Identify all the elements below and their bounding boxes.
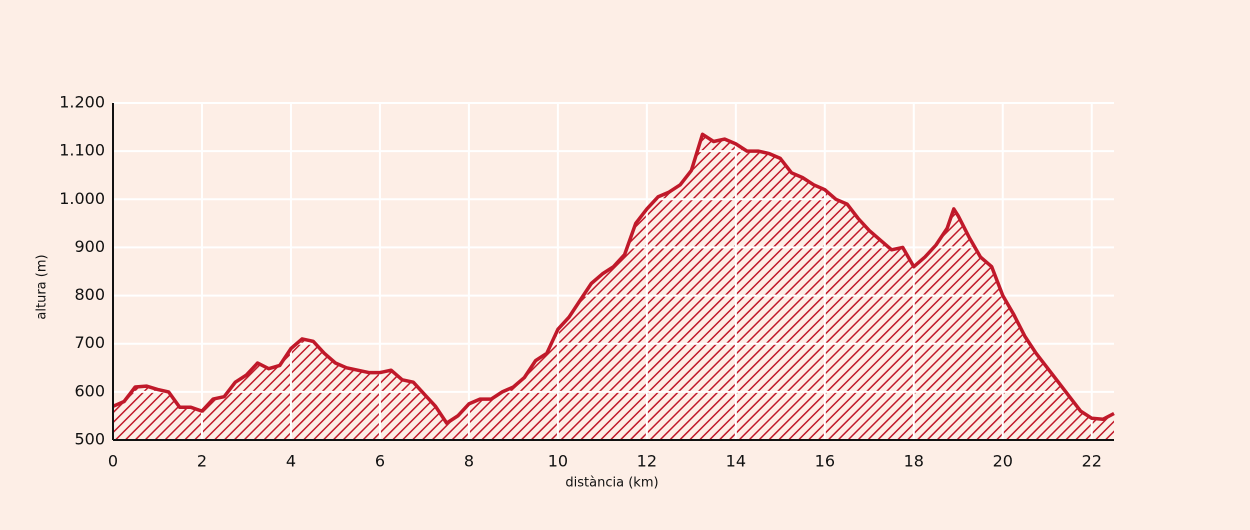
x-tick-label: 18: [904, 452, 924, 471]
x-tick-label: 16: [815, 452, 835, 471]
x-tick-label: 10: [548, 452, 568, 471]
y-tick-label: 700: [74, 333, 105, 352]
y-tick-label: 1.100: [59, 141, 105, 160]
y-tick-label: 1.200: [59, 93, 105, 112]
x-tick-label: 6: [375, 452, 385, 471]
y-tick-label: 1.000: [59, 189, 105, 208]
elevation-line: [112, 132, 1115, 425]
y-tick-label: 900: [74, 237, 105, 256]
y-axis-title: altura (m): [35, 254, 50, 319]
x-tick-label: 20: [993, 452, 1013, 471]
y-tick-label: 600: [74, 381, 105, 400]
y-tick-label: 500: [74, 430, 105, 449]
x-tick-label: 2: [197, 452, 207, 471]
x-tick-label: 22: [1082, 452, 1102, 471]
x-axis-title: distància (km): [565, 476, 658, 491]
area-fill: [113, 134, 1114, 441]
y-tick-label: 800: [74, 285, 105, 304]
x-tick-label: 14: [726, 452, 746, 471]
x-tick-label: 4: [286, 452, 296, 471]
x-tick-label: 8: [464, 452, 474, 471]
x-tick-label: 0: [108, 452, 118, 471]
x-tick-label: 12: [637, 452, 657, 471]
